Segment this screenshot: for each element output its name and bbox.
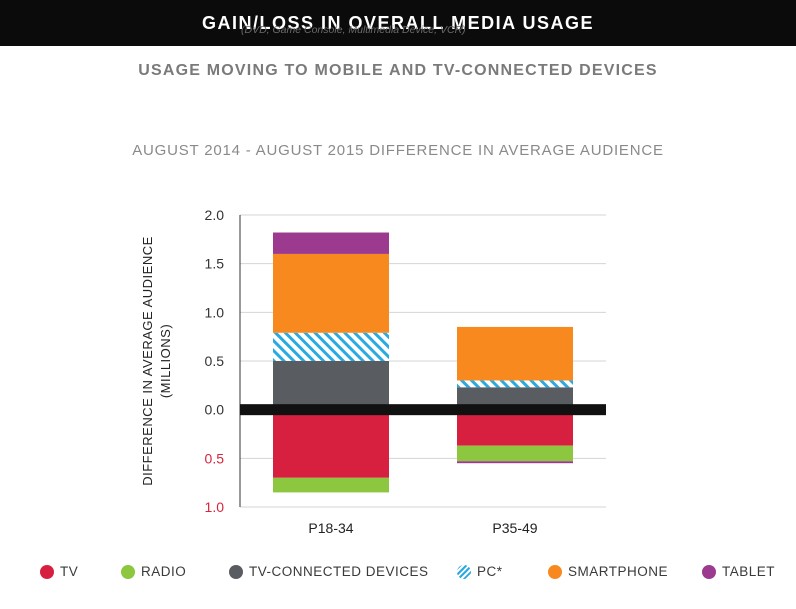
legend-swatch xyxy=(40,564,54,579)
y-tick-label: 1.0 xyxy=(205,304,225,320)
bar-segment-radio xyxy=(457,445,573,462)
legend-swatch xyxy=(229,564,243,579)
axes: 2.0 1.5 1.0 0.5 0.0 0.5 1.0 DIFFERENCE IN AVERA… xyxy=(140,207,606,536)
legend-swatch xyxy=(121,564,135,579)
bar-segment-tv xyxy=(273,409,389,478)
bar-segment-pc- xyxy=(273,332,389,361)
x-category-label: P18-34 xyxy=(308,520,353,536)
bar-segment-tv-connected-devices xyxy=(457,387,573,410)
legend-label: PC* xyxy=(477,564,503,579)
y-tick-label: 0.5 xyxy=(205,353,225,369)
legend-item: TV-CONNECTED DEVICES xyxy=(229,564,429,579)
legend-item: TV xyxy=(40,564,78,579)
legend-label: TABLET xyxy=(722,564,776,579)
y-tick-label: 1.5 xyxy=(205,256,225,272)
legend: TV RADIO TV-CONNECTED DEVICES PC* SMARTPHONE… xyxy=(0,564,796,609)
y-axis-sublabel: (MILLIONS) xyxy=(158,324,173,398)
legend-label: RADIO xyxy=(141,564,187,579)
legend-item: TABLET xyxy=(702,564,775,579)
bar-segment-tv-connected-devices xyxy=(273,361,389,410)
bar-segment-pc- xyxy=(457,380,573,388)
bar-segment-radio xyxy=(273,477,389,493)
zero-baseline xyxy=(240,404,606,416)
legend-label: TV-CONNECTED DEVICES xyxy=(249,564,429,579)
legend-note: (DVD, Game Console, Multimedia Device, V… xyxy=(241,24,466,36)
header-subtitle: USAGE MOVING TO MOBILE AND TV-CONNECTED … xyxy=(138,62,658,79)
y-tick-label: 2.0 xyxy=(205,207,225,223)
legend-label: SMARTPHONE xyxy=(568,564,669,579)
bars xyxy=(273,232,573,493)
header-title: GAIN/LOSS IN OVERALL MEDIA USAGE xyxy=(0,0,796,46)
legend-swatch xyxy=(548,564,562,579)
chart-title: AUGUST 2014 - AUGUST 2015 DIFFERENCE IN … xyxy=(132,142,664,159)
y-axis-label: DIFFERENCE IN AVERAGE AUDIENCE xyxy=(140,236,155,486)
bar-segment-tablet xyxy=(273,232,389,254)
y-tick-label: 0.0 xyxy=(205,402,225,418)
bar-segment-smartphone xyxy=(273,253,389,333)
bar-sliver xyxy=(457,461,573,464)
bar-segment-tv xyxy=(457,409,573,446)
legend-item: PC* xyxy=(457,564,503,579)
y-tick-label: 1.0 xyxy=(205,499,225,515)
x-category-label: P35-49 xyxy=(492,520,537,536)
legend-item: RADIO xyxy=(121,564,186,579)
legend-swatch xyxy=(702,564,716,579)
legend-swatch xyxy=(457,564,471,579)
legend-label: TV xyxy=(60,564,79,579)
legend-item: SMARTPHONE xyxy=(548,564,668,579)
y-tick-label: 0.5 xyxy=(205,450,225,466)
bar-segment-smartphone xyxy=(457,326,573,381)
stacked-bar-chart: 2.0 1.5 1.0 0.5 0.0 0.5 1.0 DIFFERENCE IN AVERA… xyxy=(140,207,606,536)
